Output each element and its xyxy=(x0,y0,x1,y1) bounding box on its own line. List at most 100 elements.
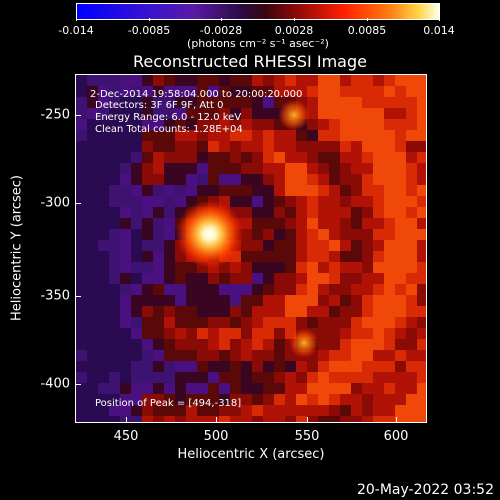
image-pixel xyxy=(252,119,263,130)
image-pixel xyxy=(219,328,230,339)
image-pixel xyxy=(384,394,395,405)
image-pixel xyxy=(395,262,406,273)
image-pixel xyxy=(153,273,164,284)
image-pixel xyxy=(109,328,120,339)
image-pixel xyxy=(285,240,296,251)
image-pixel xyxy=(197,383,208,394)
image-pixel xyxy=(142,416,153,422)
image-pixel xyxy=(373,185,384,196)
image-pixel xyxy=(329,405,340,416)
image-pixel xyxy=(241,350,252,361)
image-pixel xyxy=(142,361,153,372)
image-pixel xyxy=(307,152,318,163)
image-pixel xyxy=(197,108,208,119)
image-pixel xyxy=(197,163,208,174)
image-pixel xyxy=(241,383,252,394)
image-pixel xyxy=(109,394,120,405)
image-pixel xyxy=(263,306,274,317)
image-pixel xyxy=(318,339,329,350)
image-pixel xyxy=(109,251,120,262)
image-pixel xyxy=(329,218,340,229)
image-pixel xyxy=(263,229,274,240)
image-pixel xyxy=(417,185,426,196)
x-tick xyxy=(307,417,308,423)
image-pixel xyxy=(153,317,164,328)
image-pixel xyxy=(219,306,230,317)
image-pixel xyxy=(120,262,131,273)
image-pixel xyxy=(175,196,186,207)
image-pixel xyxy=(373,394,384,405)
image-pixel xyxy=(362,163,373,174)
image-pixel xyxy=(164,328,175,339)
image-pixel xyxy=(87,75,98,86)
image-pixel xyxy=(241,372,252,383)
image-pixel xyxy=(307,185,318,196)
image-pixel xyxy=(230,97,241,108)
image-pixel xyxy=(175,152,186,163)
image-pixel xyxy=(395,394,406,405)
image-pixel xyxy=(384,350,395,361)
image-pixel xyxy=(351,163,362,174)
image-pixel xyxy=(175,251,186,262)
image-pixel xyxy=(395,317,406,328)
image-pixel xyxy=(208,152,219,163)
image-pixel xyxy=(186,75,197,86)
image-pixel xyxy=(307,295,318,306)
image-pixel xyxy=(120,75,131,86)
image-pixel xyxy=(252,97,263,108)
image-pixel xyxy=(120,339,131,350)
image-pixel xyxy=(109,361,120,372)
colorbar-tick-label: -0.0028 xyxy=(199,24,243,37)
image-pixel xyxy=(384,306,395,317)
image-pixel xyxy=(153,141,164,152)
image-pixel xyxy=(219,119,230,130)
x-tick-label: 500 xyxy=(203,429,229,444)
image-pixel xyxy=(186,383,197,394)
image-pixel xyxy=(142,86,153,97)
image-pixel xyxy=(131,361,142,372)
image-pixel xyxy=(329,383,340,394)
image-pixel xyxy=(186,163,197,174)
image-pixel xyxy=(406,328,417,339)
image-pixel xyxy=(109,372,120,383)
image-pixel xyxy=(164,383,175,394)
image-pixel xyxy=(351,251,362,262)
image-pixel xyxy=(164,317,175,328)
image-pixel xyxy=(285,295,296,306)
image-pixel xyxy=(384,240,395,251)
image-pixel xyxy=(406,97,417,108)
image-pixel xyxy=(230,75,241,86)
image-pixel xyxy=(285,130,296,141)
image-pixel xyxy=(384,284,395,295)
image-pixel xyxy=(87,141,98,152)
image-pixel xyxy=(373,328,384,339)
image-pixel xyxy=(131,141,142,152)
image-pixel xyxy=(109,141,120,152)
image-pixel xyxy=(307,361,318,372)
image-pixel xyxy=(164,251,175,262)
image-pixel xyxy=(406,196,417,207)
image-pixel xyxy=(318,317,329,328)
image-pixel xyxy=(120,196,131,207)
image-pixel xyxy=(142,262,153,273)
image-pixel xyxy=(318,130,329,141)
image-pixel xyxy=(175,97,186,108)
image-pixel xyxy=(362,218,373,229)
image-pixel xyxy=(175,75,186,86)
colorbar-tick-label: -0.0085 xyxy=(127,24,171,37)
image-pixel xyxy=(362,284,373,295)
image-pixel xyxy=(142,218,153,229)
image-pixel xyxy=(307,130,318,141)
image-pixel xyxy=(274,405,285,416)
colorbar xyxy=(76,3,440,20)
image-pixel xyxy=(274,372,285,383)
image-pixel xyxy=(373,383,384,394)
image-pixel xyxy=(197,262,208,273)
image-pixel xyxy=(120,240,131,251)
image-pixel xyxy=(252,108,263,119)
image-pixel xyxy=(164,207,175,218)
image-pixel xyxy=(131,295,142,306)
image-pixel xyxy=(296,317,307,328)
image-pixel xyxy=(241,361,252,372)
image-pixel xyxy=(406,174,417,185)
